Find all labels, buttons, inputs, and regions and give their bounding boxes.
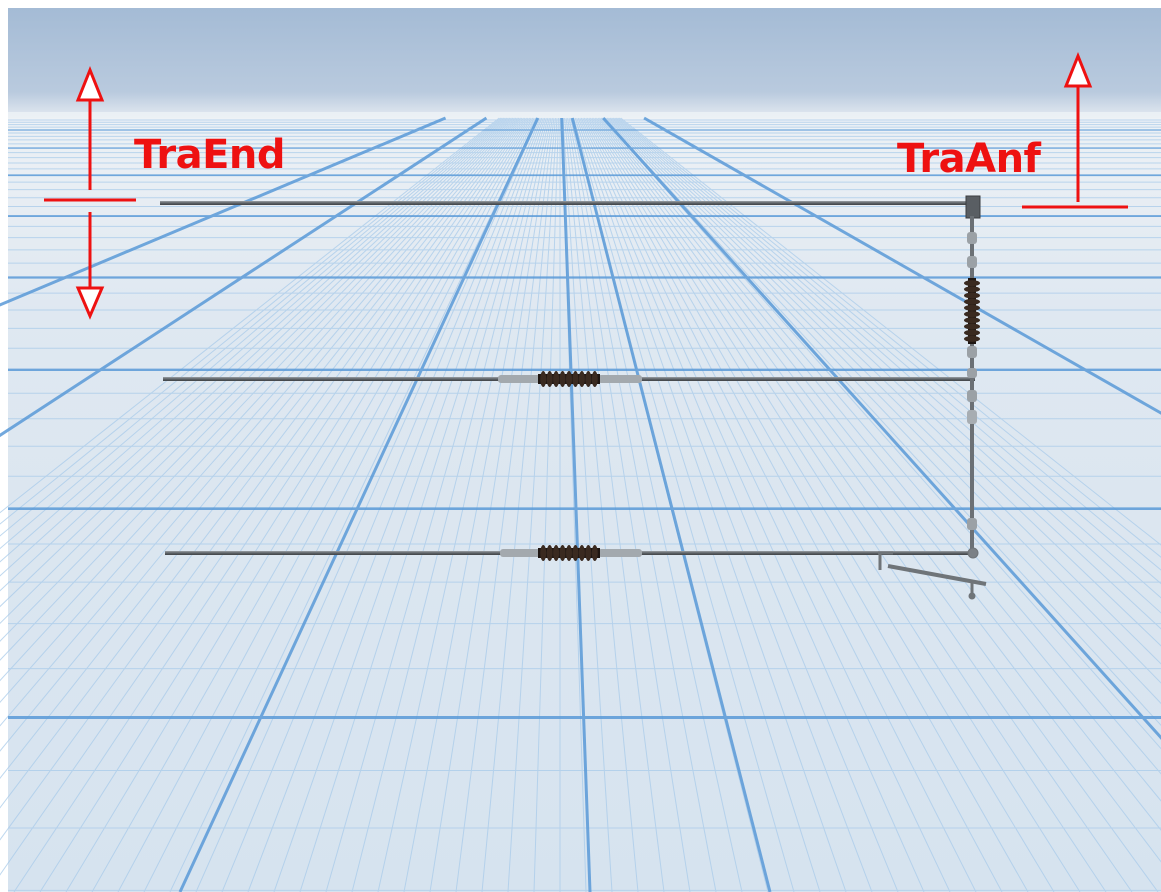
cantilever-bracket <box>878 547 987 600</box>
vertical-hanger <box>970 216 974 556</box>
label-tra-end: TraEnd <box>134 132 285 178</box>
catenary-model <box>160 195 987 600</box>
grid-major-lines <box>0 116 1161 892</box>
arrow-up-icon <box>1063 51 1093 88</box>
vertical-insulator <box>964 278 980 344</box>
bottom-insulator <box>500 545 642 561</box>
top-joint <box>965 195 981 219</box>
annotations <box>44 51 1128 320</box>
middle-insulator <box>498 371 642 387</box>
label-tra-anf: TraAnf <box>897 136 1042 182</box>
arrow-up-icon <box>75 65 105 102</box>
arrow-down-icon <box>75 286 105 320</box>
top-wire <box>160 201 974 205</box>
sky <box>8 8 1161 120</box>
